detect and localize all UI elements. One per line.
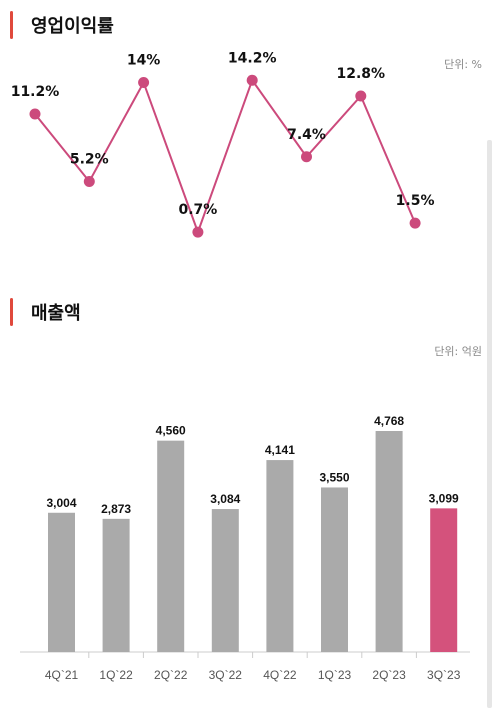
margin-point [83, 176, 95, 187]
sales-title: 매출액 [31, 303, 81, 324]
margin-data-label: 5.2% [70, 152, 109, 168]
margin-data-label: 11.2% [11, 84, 60, 100]
sales-section-title: 매출액 [10, 297, 81, 327]
margin-title: 영업이익률 [31, 16, 114, 37]
scrollbar[interactable] [487, 140, 492, 708]
title-accent-bar [10, 11, 13, 39]
sales-bar [211, 509, 239, 652]
sales-data-label: 3,084 [210, 492, 240, 506]
x-tick-label: 2Q`22 [154, 668, 188, 682]
margin-series-line [34, 78, 417, 236]
title-accent-bar [10, 298, 13, 326]
x-tick-label: 3Q`23 [427, 668, 461, 682]
margin-data-label: 14% [127, 53, 161, 69]
margin-data-label: 14.2% [228, 50, 277, 66]
sales-data-label: 4,560 [156, 424, 186, 438]
x-tick-label: 3Q`22 [209, 668, 243, 682]
margin-data-label: 1.5% [396, 193, 435, 209]
x-tick-label: 1Q`22 [99, 668, 133, 682]
sales-bar [48, 512, 75, 652]
margin-data-label: 0.7% [178, 202, 217, 218]
margin-data-label: 7.4% [287, 127, 326, 143]
sales-data-label: 3,550 [319, 470, 349, 484]
margin-point [409, 217, 421, 229]
margin-section-title: 영업이익률 [10, 10, 114, 40]
x-tick-label: 1Q`23 [318, 668, 352, 682]
margin-point [29, 108, 41, 120]
margin-point [192, 226, 204, 238]
x-tick-label: 4Q`22 [263, 668, 297, 682]
sales-bar [321, 487, 348, 652]
x-tick-label: 4Q`21 [45, 668, 79, 682]
sales-data-label: 3,004 [46, 496, 76, 510]
sales-unit-label: 단위: 억원 [434, 345, 482, 358]
sales-data-label: 4,141 [265, 443, 295, 457]
x-tick-label: 2Q`23 [372, 668, 406, 682]
margin-point [138, 77, 150, 88]
margin-data-label: 12.8% [337, 66, 386, 82]
sales-bar [430, 508, 458, 652]
sales-bar [266, 460, 294, 652]
sales-bar [375, 431, 403, 652]
sales-bar [157, 440, 185, 652]
margin-point [355, 90, 367, 102]
sales-bar [102, 518, 130, 652]
operating-margin-line-chart: 11.2% 5.2% 14% 0.7% 14.2% 7.4% 12.8% 1.5% [11, 50, 435, 238]
margin-unit-label: 단위: % [444, 58, 482, 71]
margin-point [301, 151, 312, 163]
sales-data-label: 4,768 [374, 414, 404, 428]
sales-data-label: 3,099 [429, 491, 459, 505]
margin-point [246, 74, 258, 86]
sales-data-label: 2,873 [101, 502, 131, 516]
